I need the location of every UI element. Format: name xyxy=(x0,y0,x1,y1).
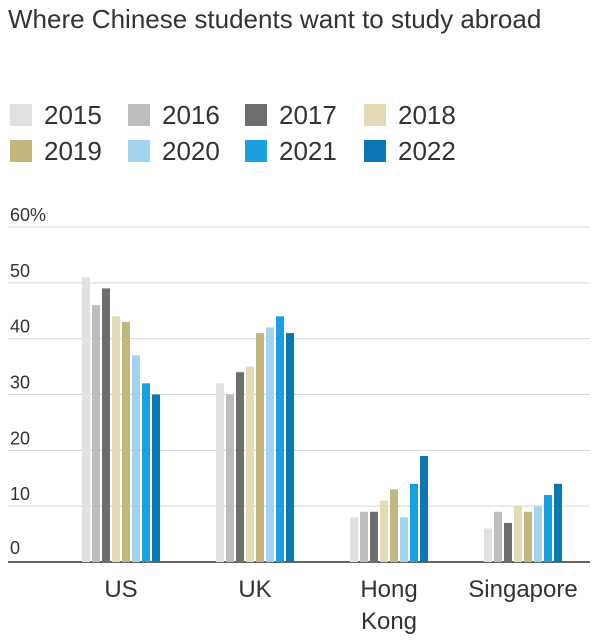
bar-singapore-2019 xyxy=(524,511,532,562)
bar-uk-2022 xyxy=(286,333,294,562)
bar-singapore-2022 xyxy=(554,483,562,562)
legend-item-2019: 2019 xyxy=(10,134,102,168)
bar-uk-2019 xyxy=(256,333,264,562)
legend-label: 2015 xyxy=(44,99,102,130)
legend-item-2018: 2018 xyxy=(364,98,456,132)
legend-label: 2019 xyxy=(44,135,102,166)
bar-hong-kong-2019 xyxy=(390,489,398,562)
y-tick-label: 50 xyxy=(10,261,30,281)
bar-us-2021 xyxy=(142,383,150,562)
bar-uk-2016 xyxy=(226,394,234,562)
legend-label: 2017 xyxy=(279,99,337,130)
x-tick-label: UK xyxy=(238,576,271,603)
legend-label: 2021 xyxy=(279,135,337,166)
legend-item-2020: 2020 xyxy=(128,134,220,168)
bar-us-2015 xyxy=(82,277,90,562)
legend-label: 2022 xyxy=(398,135,456,166)
y-tick-label: 10 xyxy=(10,484,30,504)
legend-swatch xyxy=(364,104,386,126)
bar-singapore-2021 xyxy=(544,495,552,562)
bar-us-2017 xyxy=(102,288,110,562)
bar-us-2020 xyxy=(132,355,140,562)
bar-hong-kong-2017 xyxy=(370,511,378,562)
bar-us-2016 xyxy=(92,305,100,562)
bar-uk-2021 xyxy=(276,316,284,562)
x-tick-label: Hong Kong xyxy=(360,576,417,635)
bar-singapore-2020 xyxy=(534,506,542,562)
bar-hong-kong-2018 xyxy=(380,500,388,562)
bar-us-2019 xyxy=(122,321,130,562)
legend-swatch xyxy=(245,104,267,126)
legend-label: 2020 xyxy=(162,135,220,166)
x-tick-label: Singapore xyxy=(468,576,577,603)
legend-item-2015: 2015 xyxy=(10,98,102,132)
chart-title: Where Chinese students want to study abr… xyxy=(8,4,542,34)
legend-item-2016: 2016 xyxy=(128,98,220,132)
bar-hong-kong-2022 xyxy=(420,455,428,562)
legend-label: 2016 xyxy=(162,99,220,130)
bar-hong-kong-2021 xyxy=(410,483,418,562)
legend-swatch xyxy=(128,104,150,126)
bar-hong-kong-2015 xyxy=(350,517,358,562)
bar-hong-kong-2016 xyxy=(360,511,368,562)
legend-swatch xyxy=(245,140,267,162)
legend-item-2022: 2022 xyxy=(364,134,456,168)
y-tick-label: 30 xyxy=(10,373,30,393)
y-tick-label: 40 xyxy=(10,317,30,337)
bar-us-2022 xyxy=(152,394,160,562)
bar-uk-2015 xyxy=(216,383,224,562)
legend-item-2017: 2017 xyxy=(245,98,337,132)
bar-uk-2017 xyxy=(236,372,244,562)
y-tick-label: 60% xyxy=(10,205,46,225)
legend-swatch xyxy=(10,104,32,126)
bar-singapore-2016 xyxy=(494,511,502,562)
bar-uk-2018 xyxy=(246,366,254,562)
y-tick-label: 0 xyxy=(10,538,20,558)
legend-swatch xyxy=(364,140,386,162)
bar-singapore-2017 xyxy=(504,522,512,562)
bar-singapore-2015 xyxy=(484,528,492,562)
y-tick-label: 20 xyxy=(10,428,30,448)
bar-us-2018 xyxy=(112,316,120,562)
legend-item-2021: 2021 xyxy=(245,134,337,168)
bar-singapore-2018 xyxy=(514,506,522,562)
legend-swatch xyxy=(128,140,150,162)
x-tick-label: US xyxy=(104,576,137,603)
bar-hong-kong-2020 xyxy=(400,517,408,562)
legend-label: 2018 xyxy=(398,99,456,130)
bar-uk-2020 xyxy=(266,327,274,562)
legend-swatch xyxy=(10,140,32,162)
